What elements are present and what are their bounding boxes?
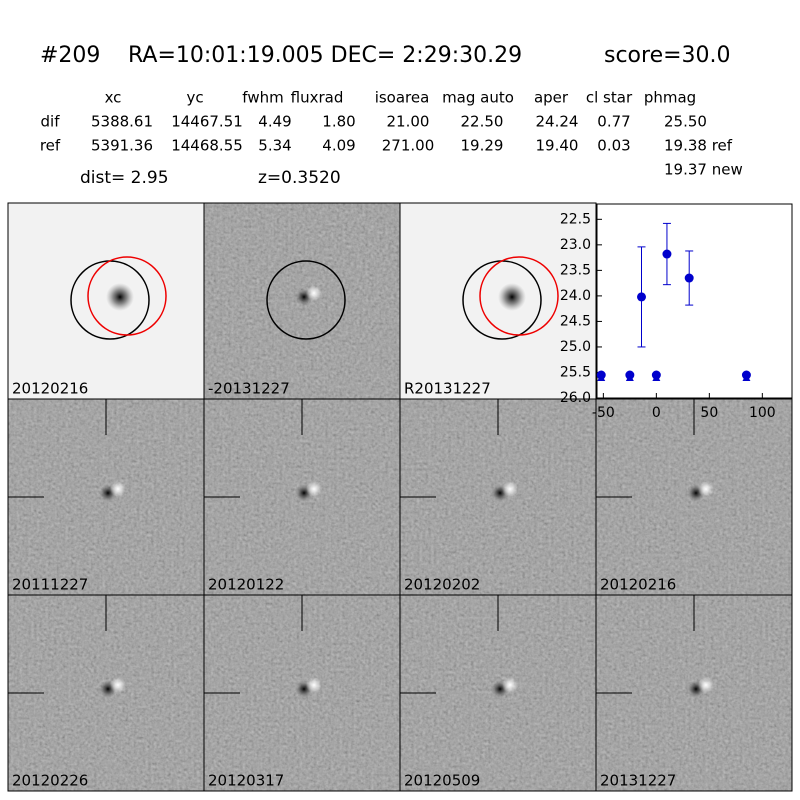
aperture-ref [87, 256, 167, 336]
bright-spot [306, 285, 322, 301]
data-point [684, 273, 694, 283]
table-cell: 25.50 [664, 113, 707, 131]
y-tick-label: 23.5 [560, 262, 591, 278]
column-header: fluxrad [291, 89, 344, 107]
data-point [596, 370, 606, 380]
y-tick-label: 22.5 [560, 211, 591, 227]
column-header: yc [186, 89, 203, 107]
aperture-ref [479, 256, 559, 336]
table-cell: 5388.61 [91, 113, 153, 131]
plot-area [596, 203, 793, 399]
column-header: xc [105, 89, 122, 107]
table-cell: 21.00 [387, 113, 430, 131]
column-header: cl star [586, 89, 633, 107]
table-cell: 24.24 [536, 113, 579, 131]
y-tick-label: 23.0 [560, 237, 591, 253]
panel-image [400, 203, 596, 399]
bright-spot [502, 481, 518, 497]
column-header: isoarea [375, 89, 430, 107]
bright-spot [698, 481, 714, 497]
table-cell: 14467.51 [171, 113, 243, 131]
object-id: #209 [40, 43, 100, 68]
column-header: fwhm [242, 89, 283, 107]
panel-label: 20120317 [208, 772, 284, 790]
x-tick-label: 50 [700, 405, 718, 421]
x-tick-label: 0 [652, 405, 661, 421]
panel-label: 20120216 [600, 576, 676, 594]
table-cell: 14468.55 [171, 137, 243, 155]
bright-spot [306, 677, 322, 693]
y-tick-label: 25.0 [560, 339, 591, 355]
panel-label: R20131227 [404, 380, 491, 398]
bright-spot [110, 677, 126, 693]
source [498, 283, 526, 311]
distance: dist= 2.95 [80, 168, 169, 188]
data-point [625, 370, 635, 380]
panel-label: 20120216 [12, 380, 88, 398]
panel-label: 20120122 [208, 576, 284, 594]
table-cell: 271.00 [382, 137, 435, 155]
table-cell: 5391.36 [91, 137, 153, 155]
panel-label: 20131227 [600, 772, 676, 790]
data-point [637, 292, 647, 302]
bright-spot [502, 677, 518, 693]
bright-spot [110, 481, 126, 497]
panel-label: 20120509 [404, 772, 480, 790]
coordinates: RA=10:01:19.005 DEC= 2:29:30.29 [128, 43, 522, 68]
data-point [741, 370, 751, 380]
panel-label: 20120202 [404, 576, 480, 594]
table-cell: 19.29 [461, 137, 504, 155]
y-tick-label: 26.0 [560, 390, 591, 406]
row-label: ref [40, 137, 61, 155]
table-cell: 22.50 [461, 113, 504, 131]
table-cell: 4.49 [258, 113, 291, 131]
panel-frame [595, 594, 793, 792]
phmag-new: 19.37 new [664, 161, 743, 179]
y-tick-label: 24.0 [560, 288, 591, 304]
score: score=30.0 [604, 43, 731, 68]
data-point [662, 249, 672, 259]
aperture [266, 260, 346, 340]
row-label: dif [41, 113, 61, 131]
table-cell: 0.03 [597, 137, 630, 155]
y-tick-label: 24.5 [560, 313, 591, 329]
redshift: z=0.3520 [258, 168, 341, 188]
panel-label: 20111227 [12, 576, 88, 594]
panel-label: -20131227 [208, 380, 290, 398]
bright-spot [698, 677, 714, 693]
column-header: phmag [644, 89, 696, 107]
source [106, 283, 134, 311]
table-cell: 1.80 [322, 113, 355, 131]
table-cell: 19.38 ref [664, 137, 733, 155]
panel-image [8, 203, 204, 399]
bright-spot [306, 481, 322, 497]
panel-label: 20120226 [12, 772, 88, 790]
table-cell: 19.40 [536, 137, 579, 155]
x-tick-label: 100 [749, 405, 776, 421]
y-tick-label: 25.5 [560, 364, 591, 380]
table-cell: 0.77 [597, 113, 630, 131]
column-header: mag auto [442, 89, 514, 107]
data-point [651, 370, 661, 380]
table-cell: 5.34 [258, 137, 291, 155]
column-header: aper [534, 89, 569, 107]
x-tick-label: -50 [592, 405, 615, 421]
table-cell: 4.09 [322, 137, 355, 155]
